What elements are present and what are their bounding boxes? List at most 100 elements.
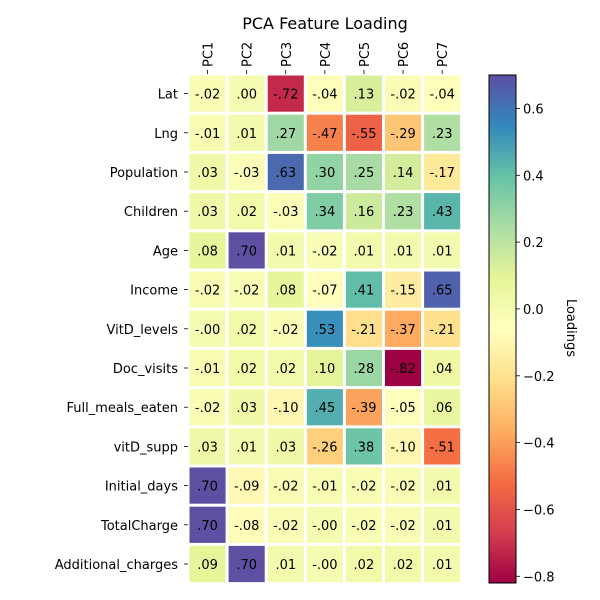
heatmap-cell — [385, 271, 422, 308]
column-label: PC5 — [358, 42, 373, 67]
cell-value-label: .70 — [236, 244, 257, 259]
cell-value-label: -.26 — [312, 440, 337, 455]
cell-value-label: .38 — [354, 440, 375, 455]
column-label: PC1 — [202, 42, 217, 67]
cell-value-label: .70 — [197, 519, 218, 534]
cell-value-label: -.39 — [351, 401, 376, 416]
cell-value-label: -.01 — [312, 480, 337, 495]
heatmap-cell — [228, 428, 265, 465]
column-label: PC2 — [241, 42, 256, 67]
cell-value-label: .01 — [432, 480, 453, 495]
column-labels: PC1 PC2 PC3 PC4 PC5 PC6 PC7 — [202, 42, 451, 74]
colorbar-tick-label: −0.2 — [523, 370, 555, 385]
cell-value-label: -.02 — [390, 88, 415, 103]
cell-value-label: .03 — [236, 401, 257, 416]
cell-value-label: -.10 — [390, 440, 415, 455]
cell-value-label: -.02 — [234, 284, 259, 299]
cell-value-label: -.10 — [273, 401, 298, 416]
cell-value-label: .01 — [236, 440, 257, 455]
heatmap-cell — [267, 193, 304, 230]
cell-value-label: .02 — [275, 362, 296, 377]
cell-value-label: -.02 — [351, 519, 376, 534]
row-label: Population — [110, 166, 178, 181]
heatmap-cells: -.02 .00 -.72 -.04 .13 -.02 -.04 -.01 .01 .27 -.47… — [189, 75, 461, 583]
colorbar-tick-label: −0.6 — [523, 504, 555, 519]
heatmap-cell — [306, 389, 343, 426]
heatmap-cell — [424, 310, 461, 347]
heatmap-cell — [345, 310, 382, 347]
heatmap-cell — [424, 232, 461, 269]
cell-value-label: .16 — [354, 205, 375, 220]
row-label: Age — [153, 244, 178, 259]
cell-value-label: .03 — [197, 205, 218, 220]
heatmap-cell — [345, 271, 382, 308]
cell-value-label: .08 — [197, 244, 218, 259]
cell-value-label: .34 — [315, 205, 336, 220]
heatmap-cell — [228, 271, 265, 308]
cell-value-label: .08 — [275, 284, 296, 299]
heatmap-cell — [189, 310, 226, 347]
column-label: PC3 — [280, 42, 295, 67]
heatmap-cell — [424, 193, 461, 230]
heatmap-cell — [345, 545, 382, 583]
heatmap-cell — [385, 349, 422, 387]
cell-value-label: .01 — [236, 127, 257, 142]
cell-value-label: -.02 — [390, 519, 415, 534]
colorbar-tick-label: 0.2 — [523, 236, 544, 251]
heatmap-cell — [385, 153, 422, 191]
cell-value-label: -.29 — [390, 127, 415, 142]
cell-value-label: -.02 — [273, 480, 298, 495]
heatmap-cell — [345, 193, 382, 230]
heatmap-cell — [345, 114, 382, 151]
cell-value-label: .25 — [354, 166, 375, 181]
heatmap-cell — [228, 506, 265, 543]
row-label: Full_meals_eaten — [66, 401, 178, 416]
heatmap-cell — [189, 389, 226, 426]
heatmap-cell — [306, 114, 343, 151]
cell-value-label: -.47 — [312, 127, 337, 142]
heatmap-cell — [189, 506, 226, 543]
row-label: Lat — [158, 88, 178, 103]
heatmap-cell — [306, 545, 343, 583]
cell-value-label: -.03 — [234, 166, 259, 181]
cell-value-label: -.00 — [312, 519, 337, 534]
cell-value-label: .27 — [275, 127, 296, 142]
heatmap-cell — [228, 467, 265, 504]
cell-value-label: -.51 — [430, 440, 455, 455]
cell-value-label: -.82 — [390, 362, 415, 377]
heatmap-cell — [424, 114, 461, 151]
heatmap-cell — [306, 467, 343, 504]
heatmap-cell — [267, 506, 304, 543]
cell-value-label: .01 — [275, 558, 296, 573]
colorbar: 0.6 0.4 0.2 0.0 −0.2 −0.4 −0.6 −0.8 Loadings — [488, 74, 578, 585]
cell-value-label: -.01 — [195, 127, 220, 142]
heatmap-cell — [345, 349, 382, 387]
heatmap-cell — [306, 271, 343, 308]
row-label: Initial_days — [105, 480, 178, 495]
cell-value-label: .06 — [432, 401, 453, 416]
cell-value-label: .65 — [432, 284, 453, 299]
cell-value-label: .45 — [315, 401, 336, 416]
cell-value-label: -.02 — [195, 401, 220, 416]
heatmap-cell — [424, 153, 461, 191]
cell-value-label: -.04 — [312, 88, 337, 103]
cell-value-label: -.21 — [351, 323, 376, 338]
heatmap-cell — [228, 232, 265, 269]
heatmap-cell — [424, 467, 461, 504]
cell-value-label: .01 — [275, 244, 296, 259]
cell-value-label: -.02 — [195, 88, 220, 103]
heatmap-cell — [385, 114, 422, 151]
heatmap-cell — [189, 153, 226, 191]
colorbar-bar — [488, 74, 517, 584]
heatmap-cell — [345, 506, 382, 543]
cell-value-label: -.03 — [273, 205, 298, 220]
cell-value-label: .13 — [354, 88, 375, 103]
heatmap-cell — [189, 349, 226, 387]
heatmap-cell — [306, 506, 343, 543]
heatmap-cell — [267, 428, 304, 465]
heatmap-cell — [306, 193, 343, 230]
heatmap-cell — [385, 389, 422, 426]
cell-value-label: -.02 — [273, 323, 298, 338]
heatmap-cell — [189, 271, 226, 308]
heatmap-cell — [306, 310, 343, 347]
